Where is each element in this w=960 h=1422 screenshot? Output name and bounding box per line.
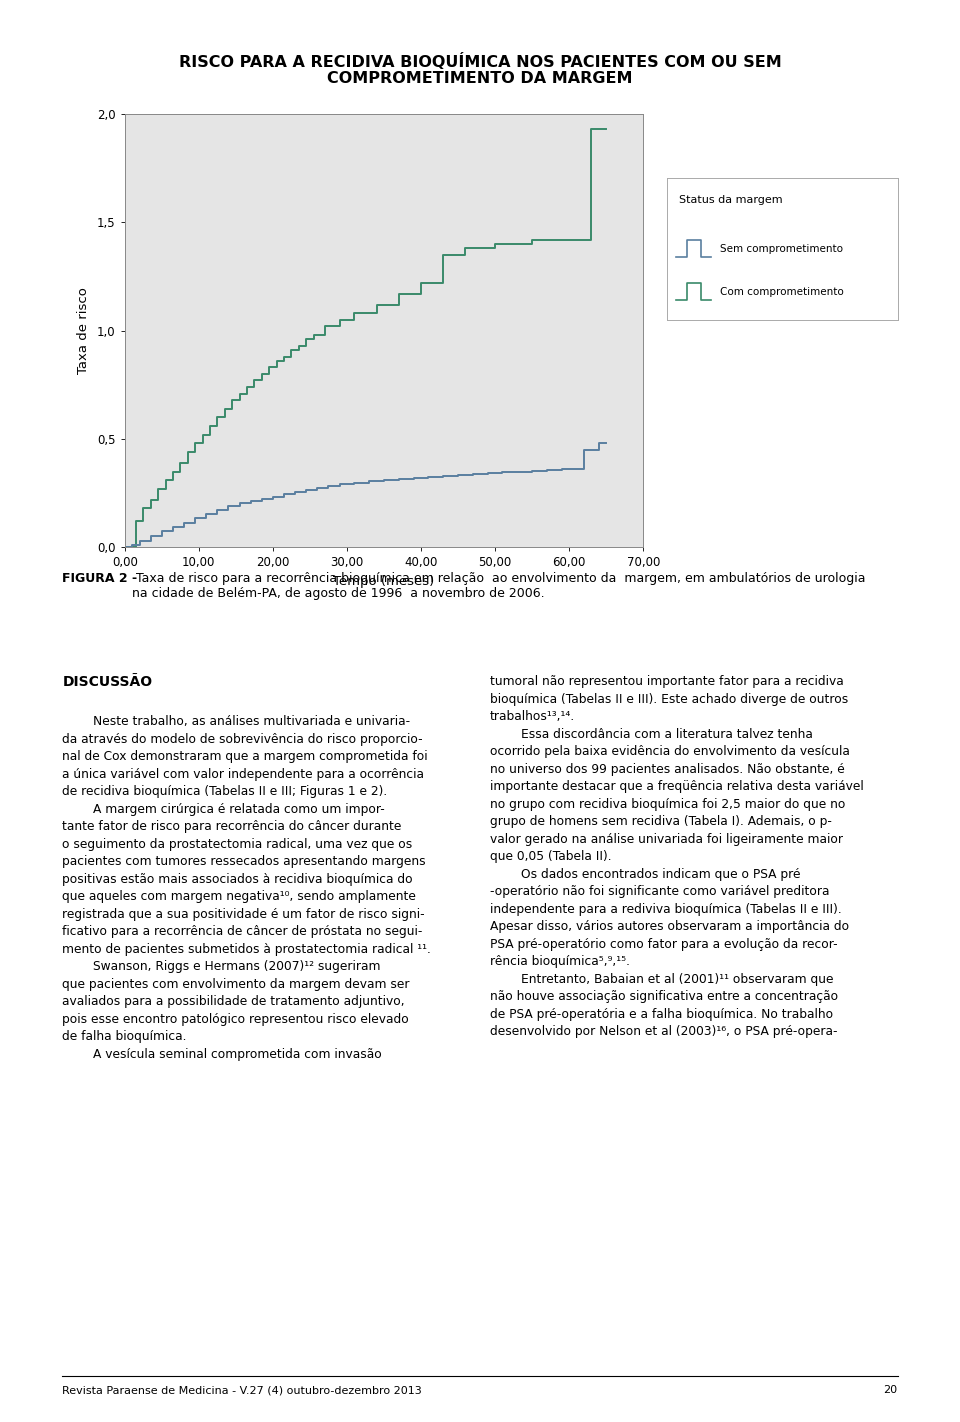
Y-axis label: Taxa de risco: Taxa de risco	[77, 287, 90, 374]
Text: DISCUSSÃO: DISCUSSÃO	[62, 675, 153, 690]
Text: Status da margem: Status da margem	[679, 195, 782, 205]
Text: COMPROMETIMENTO DA MARGEM: COMPROMETIMENTO DA MARGEM	[327, 71, 633, 87]
Text: FIGURA 2 -: FIGURA 2 -	[62, 572, 137, 584]
Text: RISCO PARA A RECIDIVA BIOQUÍMICA NOS PACIENTES COM OU SEM: RISCO PARA A RECIDIVA BIOQUÍMICA NOS PAC…	[179, 53, 781, 70]
Text: Neste trabalho, as análises multivariada e univaria-
da através do modelo de sob: Neste trabalho, as análises multivariada…	[62, 715, 431, 1061]
Text: Revista Paraense de Medicina - V.27 (4) outubro-dezembro 2013: Revista Paraense de Medicina - V.27 (4) …	[62, 1385, 422, 1395]
Text: tumoral não representou importante fator para a recidiva
bioquímica (Tabelas II : tumoral não representou importante fator…	[490, 675, 863, 1038]
Text: Sem comprometimento: Sem comprometimento	[720, 243, 843, 255]
Text: 20: 20	[883, 1385, 898, 1395]
Text: Com comprometimento: Com comprometimento	[720, 286, 844, 297]
Text: Taxa de risco para a recorrência bioquímica em relação  ao envolvimento da  marg: Taxa de risco para a recorrência bioquím…	[132, 572, 866, 600]
X-axis label: Tempo (meses): Tempo (meses)	[333, 574, 435, 589]
